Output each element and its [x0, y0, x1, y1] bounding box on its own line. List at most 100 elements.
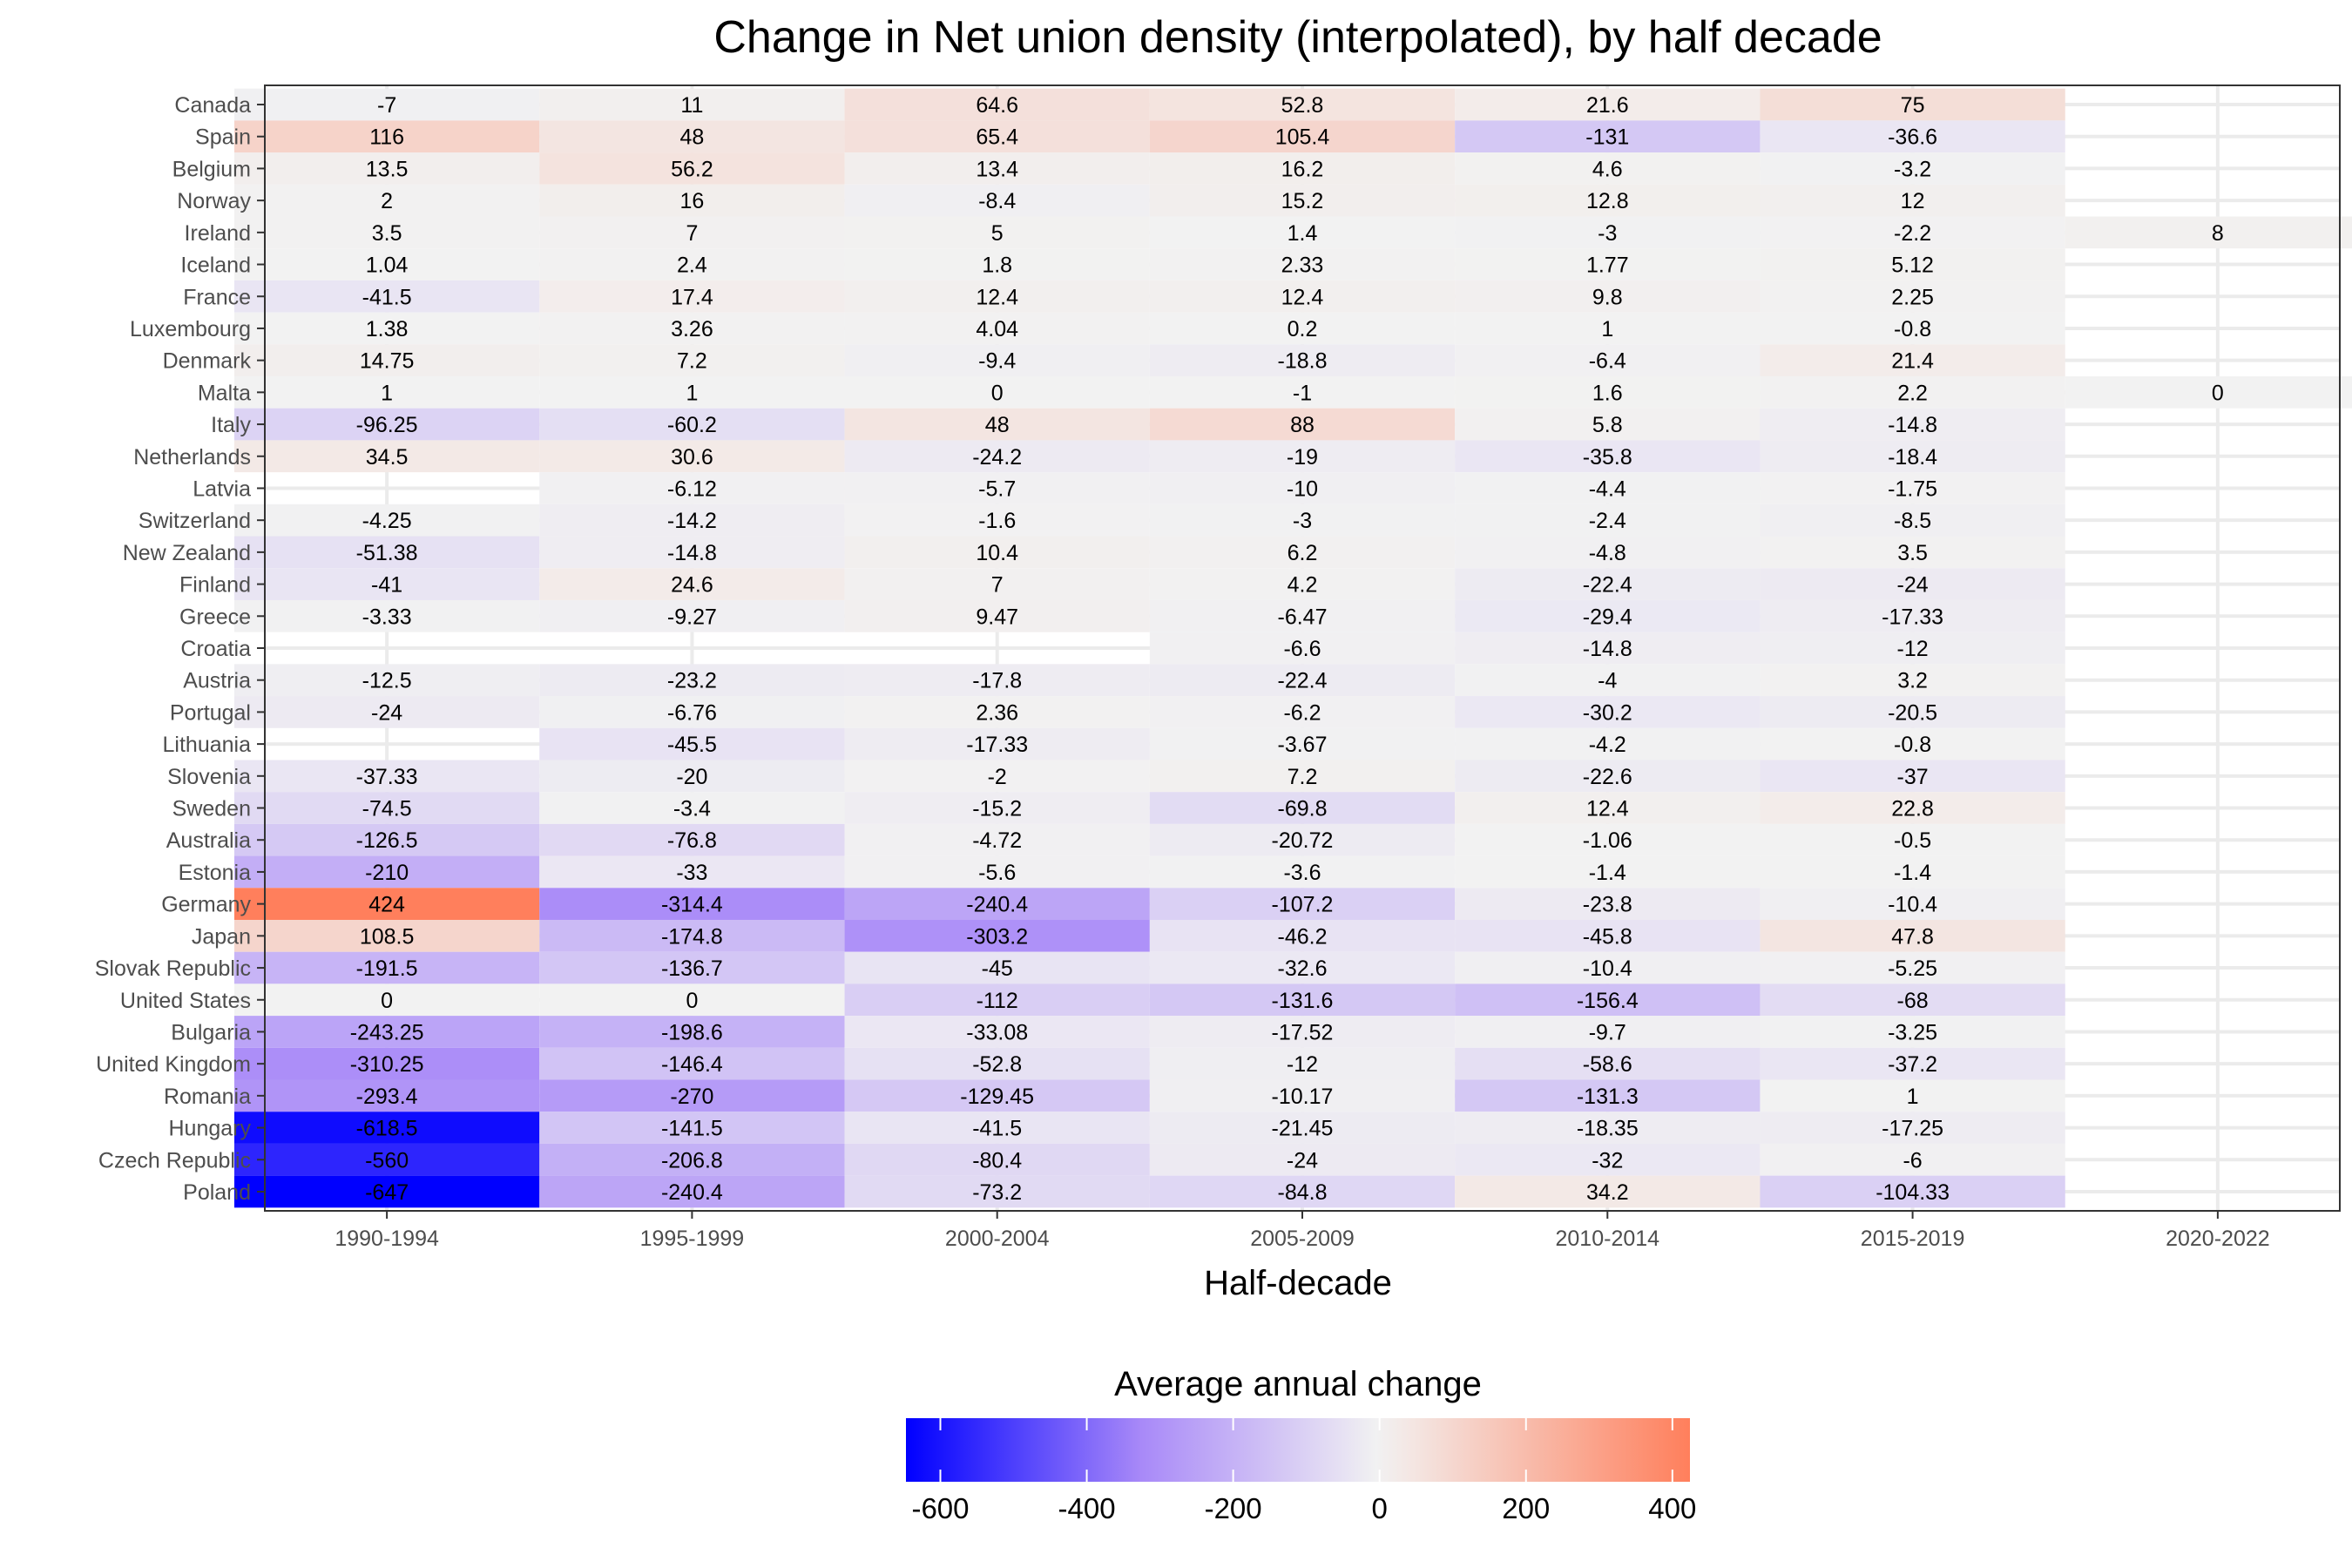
y-tick-label: France	[183, 285, 251, 309]
heatmap-cell	[1455, 951, 1761, 984]
cell-label: 7.2	[1288, 765, 1318, 789]
x-axis: 1990-1994 1995-1999 2000-2004 2005-2009 2010…	[335, 1211, 2270, 1251]
cell-label: 48	[680, 125, 705, 150]
heatmap-cell	[233, 440, 540, 473]
cell-label: 1	[1907, 1085, 1919, 1109]
x-tick-label: 2015-2019	[1861, 1227, 1965, 1251]
cell-label: -12	[1897, 637, 1929, 661]
heatmap-cell	[844, 760, 1150, 793]
heatmap-cell	[1455, 280, 1761, 313]
cell-label: -20.72	[1272, 828, 1334, 853]
cell-label: -60.2	[667, 413, 717, 437]
heatmap-cell	[233, 280, 540, 313]
heatmap-cell	[539, 344, 845, 377]
cell-label: -10.17	[1272, 1085, 1334, 1109]
heatmap-cell	[1455, 312, 1761, 345]
legend-ticks: -600 -400 -200 0 200 400	[911, 1418, 1696, 1524]
cell-label: -32	[1592, 1148, 1623, 1173]
heatmap-cell	[1149, 184, 1456, 217]
cell-label: 3.2	[1897, 669, 1928, 693]
heatmap-cell	[1760, 951, 2065, 984]
cell-label: 1.8	[982, 253, 1012, 278]
cell-label: 0	[686, 989, 698, 1013]
x-tick-label: 1990-1994	[335, 1227, 439, 1251]
cell-label: -51.38	[356, 541, 418, 565]
heatmap-cell	[1760, 408, 2065, 441]
heatmap-cell	[233, 184, 540, 217]
cell-label: -3	[1293, 509, 1312, 533]
heatmap-cell	[539, 376, 845, 409]
cell-label: 75	[1901, 93, 1925, 118]
heatmap-cell	[539, 472, 845, 504]
cell-label: -69.8	[1278, 797, 1328, 821]
heatmap-cell	[539, 536, 845, 569]
heatmap-cell	[1149, 951, 1456, 984]
cell-label: -4.25	[362, 509, 412, 533]
heatmap-cell	[1455, 248, 1761, 280]
cell-label: -41	[371, 573, 402, 598]
cell-label: -9.27	[667, 605, 717, 629]
cell-label: -3	[1598, 221, 1617, 246]
heatmap-cell	[539, 152, 845, 185]
cell-label: -23.8	[1583, 893, 1632, 917]
cell-label: -21.45	[1272, 1117, 1334, 1141]
y-tick-label: Austria	[183, 669, 251, 693]
heatmap-cell	[539, 792, 845, 824]
cell-label: -73.2	[972, 1180, 1022, 1205]
cell-label: -17.25	[1882, 1117, 1943, 1141]
heatmap-cell	[233, 248, 540, 280]
heatmap-cell	[1455, 472, 1761, 504]
cell-label: -24	[1897, 573, 1929, 598]
heatmap-cell	[844, 120, 1150, 153]
cell-label: -310.25	[350, 1052, 424, 1077]
heatmap-cell	[1149, 1047, 1456, 1080]
y-tick-label: Japan	[192, 924, 251, 949]
heatmap-cell	[233, 1112, 540, 1144]
cell-label: -24	[371, 700, 402, 725]
heatmap-cell	[233, 951, 540, 984]
cell-label: 7	[686, 221, 698, 246]
heatmap-cell	[233, 888, 540, 920]
cell-label: -80.4	[972, 1148, 1022, 1173]
y-tick-label: Canada	[174, 93, 251, 118]
heatmap-cell	[539, 1079, 845, 1112]
cell-label: 5.12	[1891, 253, 1934, 278]
heatmap-cell	[1149, 376, 1456, 409]
heatmap-cell	[844, 1175, 1150, 1208]
cell-label: 1	[381, 381, 393, 405]
y-tick-label: Slovak Republic	[95, 956, 251, 981]
heatmap-cell	[1455, 504, 1761, 537]
cell-label: -1	[1293, 381, 1312, 405]
y-tick-label: Italy	[211, 413, 251, 437]
cell-label: -104.33	[1876, 1180, 1950, 1205]
heatmap-cell	[1760, 568, 2065, 600]
cell-label: 22.8	[1891, 797, 1934, 821]
cell-label: 15.2	[1281, 189, 1324, 213]
heatmap-cell	[1455, 792, 1761, 824]
cell-label: -46.2	[1278, 924, 1328, 949]
heatmap-cell	[1760, 248, 2065, 280]
heatmap-cell	[1149, 855, 1456, 889]
cell-label: -8.4	[978, 189, 1016, 213]
heatmap-cell	[1760, 632, 2065, 665]
y-tick-label: Spain	[195, 125, 251, 150]
heatmap-cell	[1760, 1079, 2065, 1112]
cell-label: -6.76	[667, 700, 717, 725]
heatmap-cell	[539, 568, 845, 600]
heatmap-cell	[1760, 376, 2065, 409]
cell-label: -210	[365, 861, 409, 885]
cell-label: 13.4	[976, 157, 1018, 181]
heatmap-cell	[844, 536, 1150, 569]
cell-label: 21.6	[1586, 93, 1629, 118]
heatmap-cell	[1760, 344, 2065, 377]
cell-label: -3.4	[673, 797, 711, 821]
cell-label: -107.2	[1272, 893, 1334, 917]
cell-label: 16.2	[1281, 157, 1324, 181]
cell-label: 12.4	[1281, 285, 1324, 309]
heatmap-cell	[539, 760, 845, 793]
cell-label: 4.2	[1288, 573, 1318, 598]
cell-label: -96.25	[356, 413, 418, 437]
heatmap-cell	[539, 727, 845, 760]
cell-label: 4.6	[1592, 157, 1623, 181]
